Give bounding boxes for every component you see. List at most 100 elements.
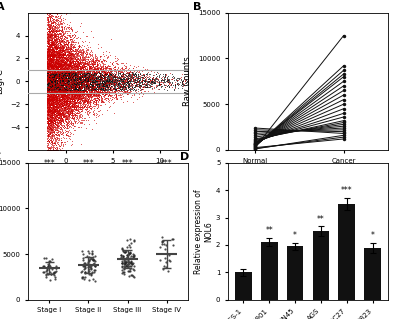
Point [52,60,58,65]
Point [46,73,52,78]
Point [52,89,59,94]
Point [115,84,121,89]
Point [61,106,68,111]
Point [49,83,55,88]
Point [45,47,52,52]
Point [60,80,66,85]
Point [137,83,143,88]
Point [51,86,57,91]
Point [49,112,55,117]
Point [61,136,67,141]
Point [99,79,105,84]
Point [90,85,96,90]
Point [59,31,66,36]
Point [71,80,77,85]
Point [52,44,58,49]
Point [46,96,52,101]
Point [53,34,59,40]
Point [80,89,87,94]
Point [68,71,75,76]
Point [76,79,82,84]
Point [52,77,59,82]
Point [89,249,96,254]
Point [99,98,105,103]
Point [82,78,88,84]
Point [67,86,73,91]
Point [54,80,60,85]
Point [78,70,84,75]
Point [50,67,56,72]
Point [56,47,62,52]
Point [68,89,75,94]
Point [44,76,51,81]
Point [51,70,58,75]
Point [123,86,129,92]
Point [76,93,82,99]
Point [44,43,51,48]
Point [64,84,70,89]
Point [97,84,104,89]
Point [82,110,88,115]
Point [66,81,73,86]
Point [66,94,72,100]
Point [55,127,62,132]
Point [60,94,67,100]
Point [53,79,59,84]
Point [48,64,54,69]
Point [107,74,114,79]
Point [45,48,51,53]
Point [76,85,83,90]
Point [46,10,52,15]
Point [44,105,50,110]
Point [62,79,68,84]
Point [45,31,52,36]
Point [58,69,65,74]
Point [64,129,71,134]
Point [69,81,75,86]
Point [99,98,105,103]
Point [120,71,126,76]
Point [61,108,68,113]
Point [52,71,58,77]
Point [69,75,75,80]
Point [46,110,52,115]
Point [55,75,62,80]
Point [185,82,191,87]
Point [51,71,58,76]
Point [64,90,70,95]
Point [46,108,53,114]
Point [47,57,54,62]
Point [80,68,87,73]
Point [67,67,73,72]
Point [83,80,90,85]
Point [78,77,84,82]
Point [115,77,121,82]
Point [80,83,86,88]
Point [50,80,57,85]
Point [50,10,56,15]
Point [48,61,54,66]
Point [49,95,55,100]
Point [66,77,72,82]
Point [59,96,66,101]
Point [67,62,74,67]
Point [112,77,119,82]
Point [55,90,62,95]
Point [53,63,59,69]
Point [68,69,74,74]
Point [45,108,51,113]
Point [70,108,76,113]
Point [58,86,64,92]
Point [58,83,65,88]
Point [47,61,54,66]
Point [60,67,67,72]
Point [69,55,75,60]
Point [50,120,56,125]
Point [74,94,80,99]
Point [73,96,80,101]
Point [56,76,62,81]
Point [113,94,120,100]
Point [48,141,54,146]
Point [54,83,60,88]
Point [49,49,55,55]
